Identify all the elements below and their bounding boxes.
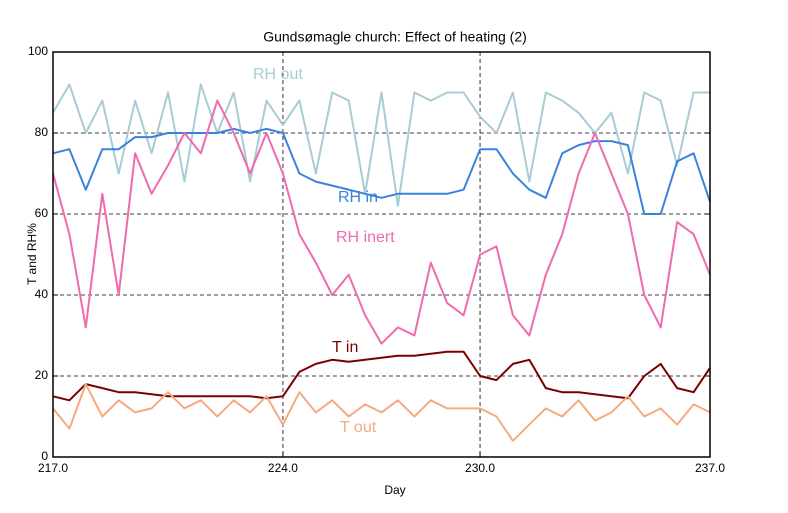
y-axis-label: T and RH% [25,223,39,285]
series-label: T out [340,419,377,436]
series-line [52,383,711,442]
x-tick-label: 217.0 [38,461,68,475]
series-line [52,127,711,215]
x-tick-label: 230.0 [465,461,495,475]
series-line [52,83,710,207]
series-line [52,350,711,402]
y-tick-label: 0 [41,449,48,463]
x-tick-label: 224.0 [268,461,298,475]
series-label: T in [332,339,358,356]
plot-frame [52,51,711,458]
y-tick-label: 60 [35,206,49,220]
y-tick-label: 40 [35,287,49,301]
x-axis-label: Day [384,483,405,497]
series-label: RH inert [336,229,395,246]
series-line [52,99,711,345]
series-label: RH out [253,66,303,83]
y-tick-label: 20 [35,368,49,382]
y-tick-label: 100 [28,44,48,58]
x-tick-label: 237.0 [695,461,725,475]
series-label: RH in [338,189,378,206]
y-tick-label: 80 [35,125,49,139]
chart-title: Gundsømagle church: Effect of heating (2… [263,29,527,45]
